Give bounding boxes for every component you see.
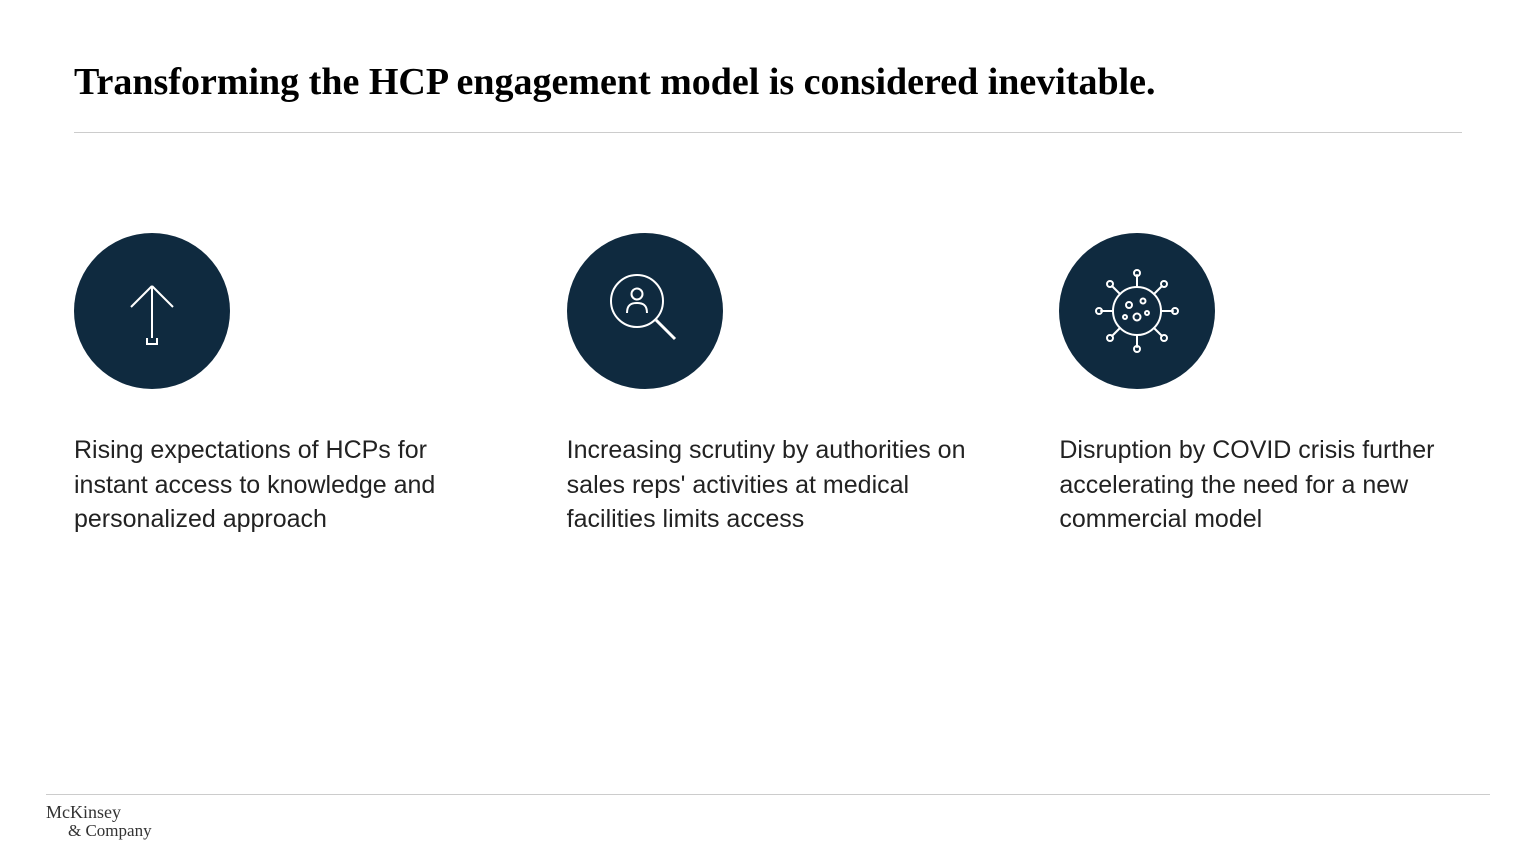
magnify-person-icon (595, 261, 695, 361)
columns-container: Rising expectations of HCPs for instant … (74, 233, 1462, 824)
column-3: Disruption by COVID crisis further accel… (1059, 233, 1462, 824)
company-logo: McKinsey & Company (46, 803, 1490, 840)
title-divider (74, 132, 1462, 133)
footer: McKinsey & Company (46, 794, 1490, 840)
page-title: Transforming the HCP engagement model is… (74, 60, 1462, 104)
column-1-text: Rising expectations of HCPs for instant … (74, 433, 477, 537)
column-3-text: Disruption by COVID crisis further accel… (1059, 433, 1462, 537)
icon-circle-1 (74, 233, 230, 389)
logo-line-1: McKinsey (46, 803, 1490, 822)
icon-circle-3 (1059, 233, 1215, 389)
logo-line-2: & Company (46, 822, 1490, 840)
column-1: Rising expectations of HCPs for instant … (74, 233, 477, 824)
slide-container: Transforming the HCP engagement model is… (0, 0, 1536, 864)
column-2-text: Increasing scrutiny by authorities on sa… (567, 433, 970, 537)
icon-circle-2 (567, 233, 723, 389)
arrow-up-icon (107, 266, 197, 356)
virus-icon (1077, 251, 1197, 371)
column-2: Increasing scrutiny by authorities on sa… (567, 233, 970, 824)
